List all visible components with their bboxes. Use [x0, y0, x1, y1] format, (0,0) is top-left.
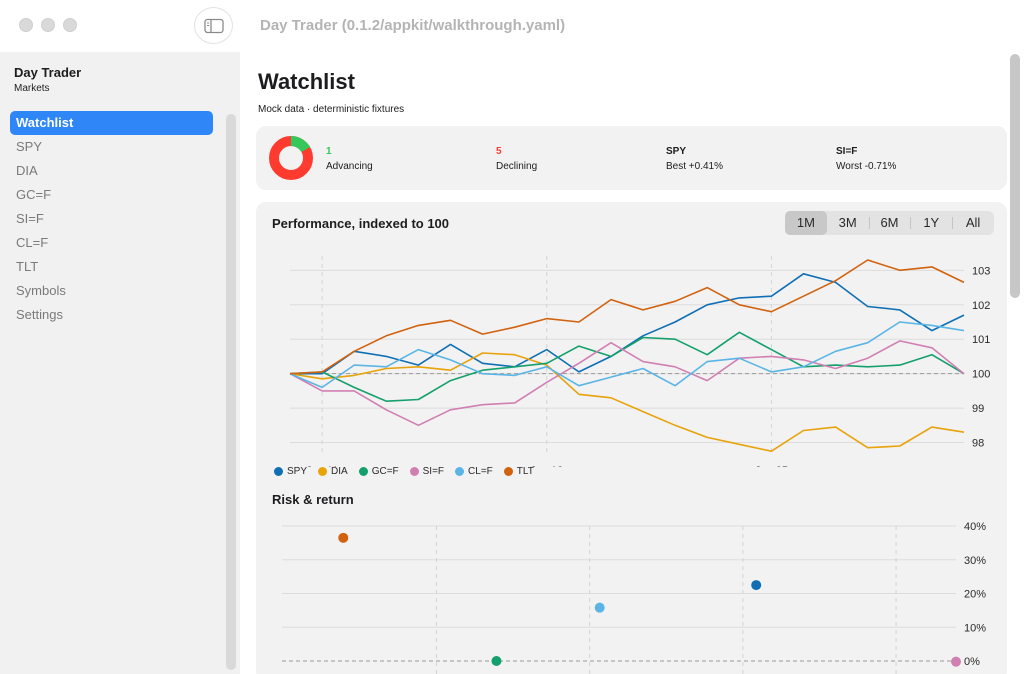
charts-card: Performance, indexed to 100 1M 3M 6M 1Y … [256, 202, 1007, 674]
series-line-spy [290, 272, 965, 375]
legend-swatch [503, 467, 513, 476]
sidebar-item-watchlist[interactable]: Watchlist [10, 111, 213, 135]
x-tick-label: Jun 11 [306, 465, 338, 467]
worst-label: Worst -0.71% [836, 161, 897, 172]
window-controls [19, 18, 77, 32]
x-tick-label: Jun 25 [755, 465, 788, 467]
main-scrollbar[interactable] [1010, 54, 1020, 298]
worst-stat: SI=F Worst -0.71% [836, 146, 896, 172]
sidebar-item-cl-f[interactable]: CL=F [16, 235, 49, 250]
legend-label: TLT [516, 466, 534, 477]
sidebar-item-si-f[interactable]: SI=F [16, 211, 44, 226]
legend-swatch [455, 467, 465, 476]
legend-item: GC=F [358, 466, 399, 477]
range-1y-button[interactable]: 1Y [910, 211, 952, 235]
page-title: Watchlist [258, 69, 355, 94]
advancing-stat: 1 Advancing [326, 146, 373, 172]
scatter-point-tlt [338, 532, 349, 543]
y-tick-label: 103 [972, 265, 990, 277]
sidebar-icon [203, 18, 224, 33]
sidebar-item-dia[interactable]: DIA [16, 163, 38, 178]
legend-swatch [274, 467, 283, 476]
legend-swatch [358, 467, 368, 476]
scatter-point-si-f [951, 656, 961, 667]
sidebar-scrollbar[interactable] [226, 114, 236, 670]
declining-stat: 5 Declining [496, 146, 537, 172]
main-content: Watchlist Mock data · deterministic fixt… [240, 52, 1024, 674]
series-line-cl-f [289, 321, 965, 389]
series-line-si-f [289, 340, 965, 427]
legend-label: SI=F [422, 466, 445, 477]
summary-card: 1 Advancing 5 Declining SPY Best +0.41% … [256, 126, 1007, 190]
range-selector: 1M 3M 6M 1Y All [785, 211, 994, 235]
legend-swatch [318, 467, 328, 476]
y-tick-label: 98 [972, 438, 984, 450]
performance-title: Performance, indexed to 100 [272, 216, 450, 231]
advancing-count: 1 [326, 146, 332, 157]
best-stat: SPY Best +0.41% [666, 146, 723, 172]
app-subtitle: Markets [14, 83, 50, 94]
legend-label: GC=F [371, 466, 399, 477]
sidebar: Day Trader Markets Watchlist SPY DIA GC=… [0, 52, 240, 674]
y-tick-label: 10% [964, 622, 986, 634]
legend-label: DIA [331, 466, 348, 477]
minimize-window-button[interactable] [41, 18, 55, 32]
y-tick-label: 0% [964, 656, 980, 668]
legend-item: TLT [503, 466, 534, 477]
y-tick-label: 100 [972, 369, 990, 381]
sidebar-item-tlt[interactable]: TLT [16, 259, 39, 274]
sidebar-item-gc-f[interactable]: GC=F [16, 187, 52, 202]
zoom-window-button[interactable] [63, 18, 77, 32]
performance-legend: SPY DIA GC=F SI=F CL=F TLT [274, 466, 534, 477]
sidebar-item-spy[interactable]: SPY [16, 139, 43, 154]
range-1m-button[interactable]: 1M [785, 211, 827, 235]
declining-count: 5 [496, 146, 502, 157]
donut-advancing-segment [269, 136, 313, 180]
worst-symbol: SI=F [836, 146, 858, 157]
legend-item: CL=F [455, 466, 493, 477]
sidebar-item-settings[interactable]: Settings [16, 307, 63, 322]
app-name: Day Trader [14, 65, 82, 80]
y-tick-label: 20% [964, 589, 986, 601]
y-tick-label: 102 [972, 300, 990, 312]
performance-chart: 98 99 100 101 102 103 Jun 11 Jun 18 Jun 25 [289, 256, 990, 467]
declining-label: Declining [496, 161, 538, 172]
range-3m-button[interactable]: 3M [838, 215, 857, 230]
advance-decline-donut [269, 136, 313, 180]
legend-item: SPY [274, 466, 307, 477]
range-all-button[interactable]: All [952, 211, 994, 235]
sidebar-toggle-button[interactable] [194, 7, 233, 44]
y-tick-label: 30% [964, 555, 986, 567]
sidebar-nav: Watchlist SPY DIA GC=F SI=F CL=F TLT Sym… [10, 111, 213, 327]
range-6m-button[interactable]: 6M [868, 211, 911, 235]
y-tick-label: 101 [972, 334, 990, 346]
risk-return-title: Risk & return [272, 492, 354, 507]
legend-item: DIA [318, 466, 348, 477]
series-line-dia [289, 352, 965, 452]
scatter-point-gc-f [491, 656, 502, 666]
series-line-tlt [289, 259, 965, 375]
y-tick-label: 40% [964, 521, 986, 533]
legend-swatch [409, 467, 419, 476]
y-tick-label: 99 [972, 403, 984, 415]
window-title: Day Trader (0.1.2/appkit/walkthrough.yam… [260, 17, 566, 34]
best-label: Best +0.41% [666, 161, 723, 172]
legend-label: CL=F [468, 466, 493, 477]
scatter-point-spy [751, 580, 762, 591]
legend-label: SPY [287, 466, 308, 477]
scatter-point-cl-f [594, 602, 605, 613]
sidebar-item-symbols[interactable]: Symbols [16, 283, 66, 298]
series-line-gc-f [289, 331, 965, 402]
close-window-button[interactable] [19, 18, 33, 32]
advancing-label: Advancing [326, 161, 373, 172]
best-symbol: SPY [666, 146, 687, 157]
page-subtitle: Mock data · deterministic fixtures [258, 104, 405, 115]
risk-return-chart: 0% 10% 20% 30% 40% [282, 521, 986, 674]
legend-item: SI=F [409, 466, 445, 477]
x-tick-label: Jun 18 [530, 465, 563, 467]
